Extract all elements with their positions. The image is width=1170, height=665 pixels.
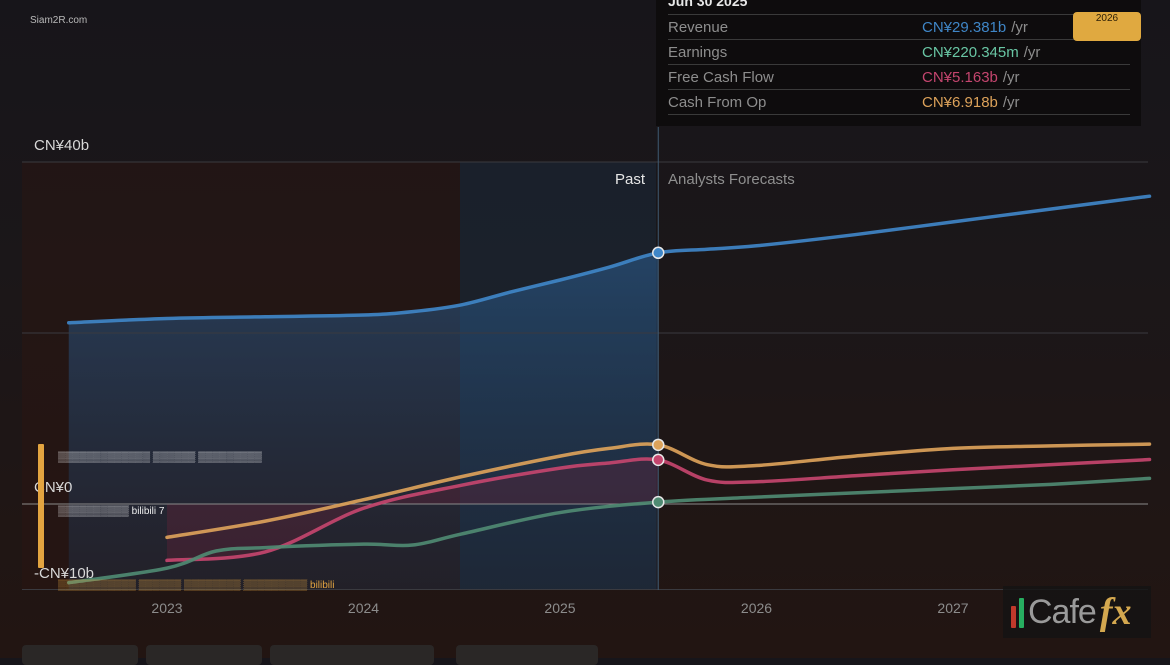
tooltip-unit: /yr [1002,93,1020,111]
tooltip-row-free-cash-flow: Free Cash Flow CN¥5.163b /yr [668,64,1130,89]
y-tick-label: CN¥40b [34,137,89,154]
overlay-text-line: ▒▒▒▒▒▒▒▒▒▒▒ ▒▒▒▒▒▒ ▒▒▒▒▒▒▒▒ ▒▒▒▒▒▒▒▒▒ bi… [58,580,335,591]
x-tick-label: 2024 [348,600,379,616]
tooltip-unit: /yr [1002,68,1020,86]
overlay-text-line: ▒▒▒▒▒▒▒▒▒▒ bilibili 7 [58,506,165,517]
tooltip-row-earnings: Earnings CN¥220.345m /yr [668,39,1130,64]
x-tick-label: 2025 [544,600,575,616]
x-tick-label: 2026 [741,600,772,616]
candlestick-icon [1011,596,1024,628]
tooltip-label: Cash From Op [668,93,767,111]
tooltip-value: CN¥5.163b [922,68,998,86]
bottom-tab[interactable] [270,645,434,665]
revenue-marker[interactable] [652,246,665,260]
earnings-line [67,476,1152,585]
tooltip-value: CN¥29.381b [922,18,1007,36]
free-cash-flow-area-fill [167,459,659,561]
legend-accent-bar [38,444,44,568]
x-tick-label: 2023 [151,600,182,616]
tooltip-value: CN¥220.345m [922,43,1019,61]
tooltip-value: CN¥6.918b [922,93,998,111]
past-zone-label: Past [615,171,646,188]
tooltip-unit: /yr [1023,43,1041,61]
y-tick-label: -CN¥10b [34,565,94,582]
tooltip-label: Free Cash Flow [668,68,774,86]
tooltip-row-revenue: Revenue CN¥29.381b /yr [668,14,1130,39]
tooltip-row-cash-from-op: Cash From Op CN¥6.918b /yr [668,89,1130,115]
bottom-tab[interactable] [22,645,138,665]
revenue-area-fill [68,252,659,590]
free-cash-flow-marker[interactable] [652,453,665,467]
cafefx-logo: Cafe fx [1003,586,1151,638]
revenue-line [67,194,1152,325]
tooltip-date: Jun 30 2025 [668,0,748,9]
watermark: Siam2R.com [30,15,88,26]
year-badge[interactable]: 2026 [1073,12,1141,41]
x-tick-label: 2027 [937,600,968,616]
tooltip-unit: /yr [1011,18,1028,36]
bottom-tab[interactable] [146,645,262,665]
overlay-text-line: ▒▒▒▒▒▒▒▒▒▒▒▒▒ ▒▒▒▒▒▒ ▒▒▒▒▒▒▒▒▒ [58,452,262,463]
cash-from-op-marker[interactable] [652,438,665,452]
tooltip-label: Revenue [668,18,729,36]
logo-text: Cafe [1028,592,1097,631]
forecast-zone-label: Analysts Forecasts [668,171,795,188]
tooltip-label: Earnings [668,43,728,61]
earnings-marker[interactable] [652,495,665,509]
logo-accent: fx [1099,591,1132,633]
chart-tooltip: Jun 30 2025 Revenue CN¥29.381b /yr Earni… [656,0,1141,126]
bottom-tab[interactable] [456,645,598,665]
